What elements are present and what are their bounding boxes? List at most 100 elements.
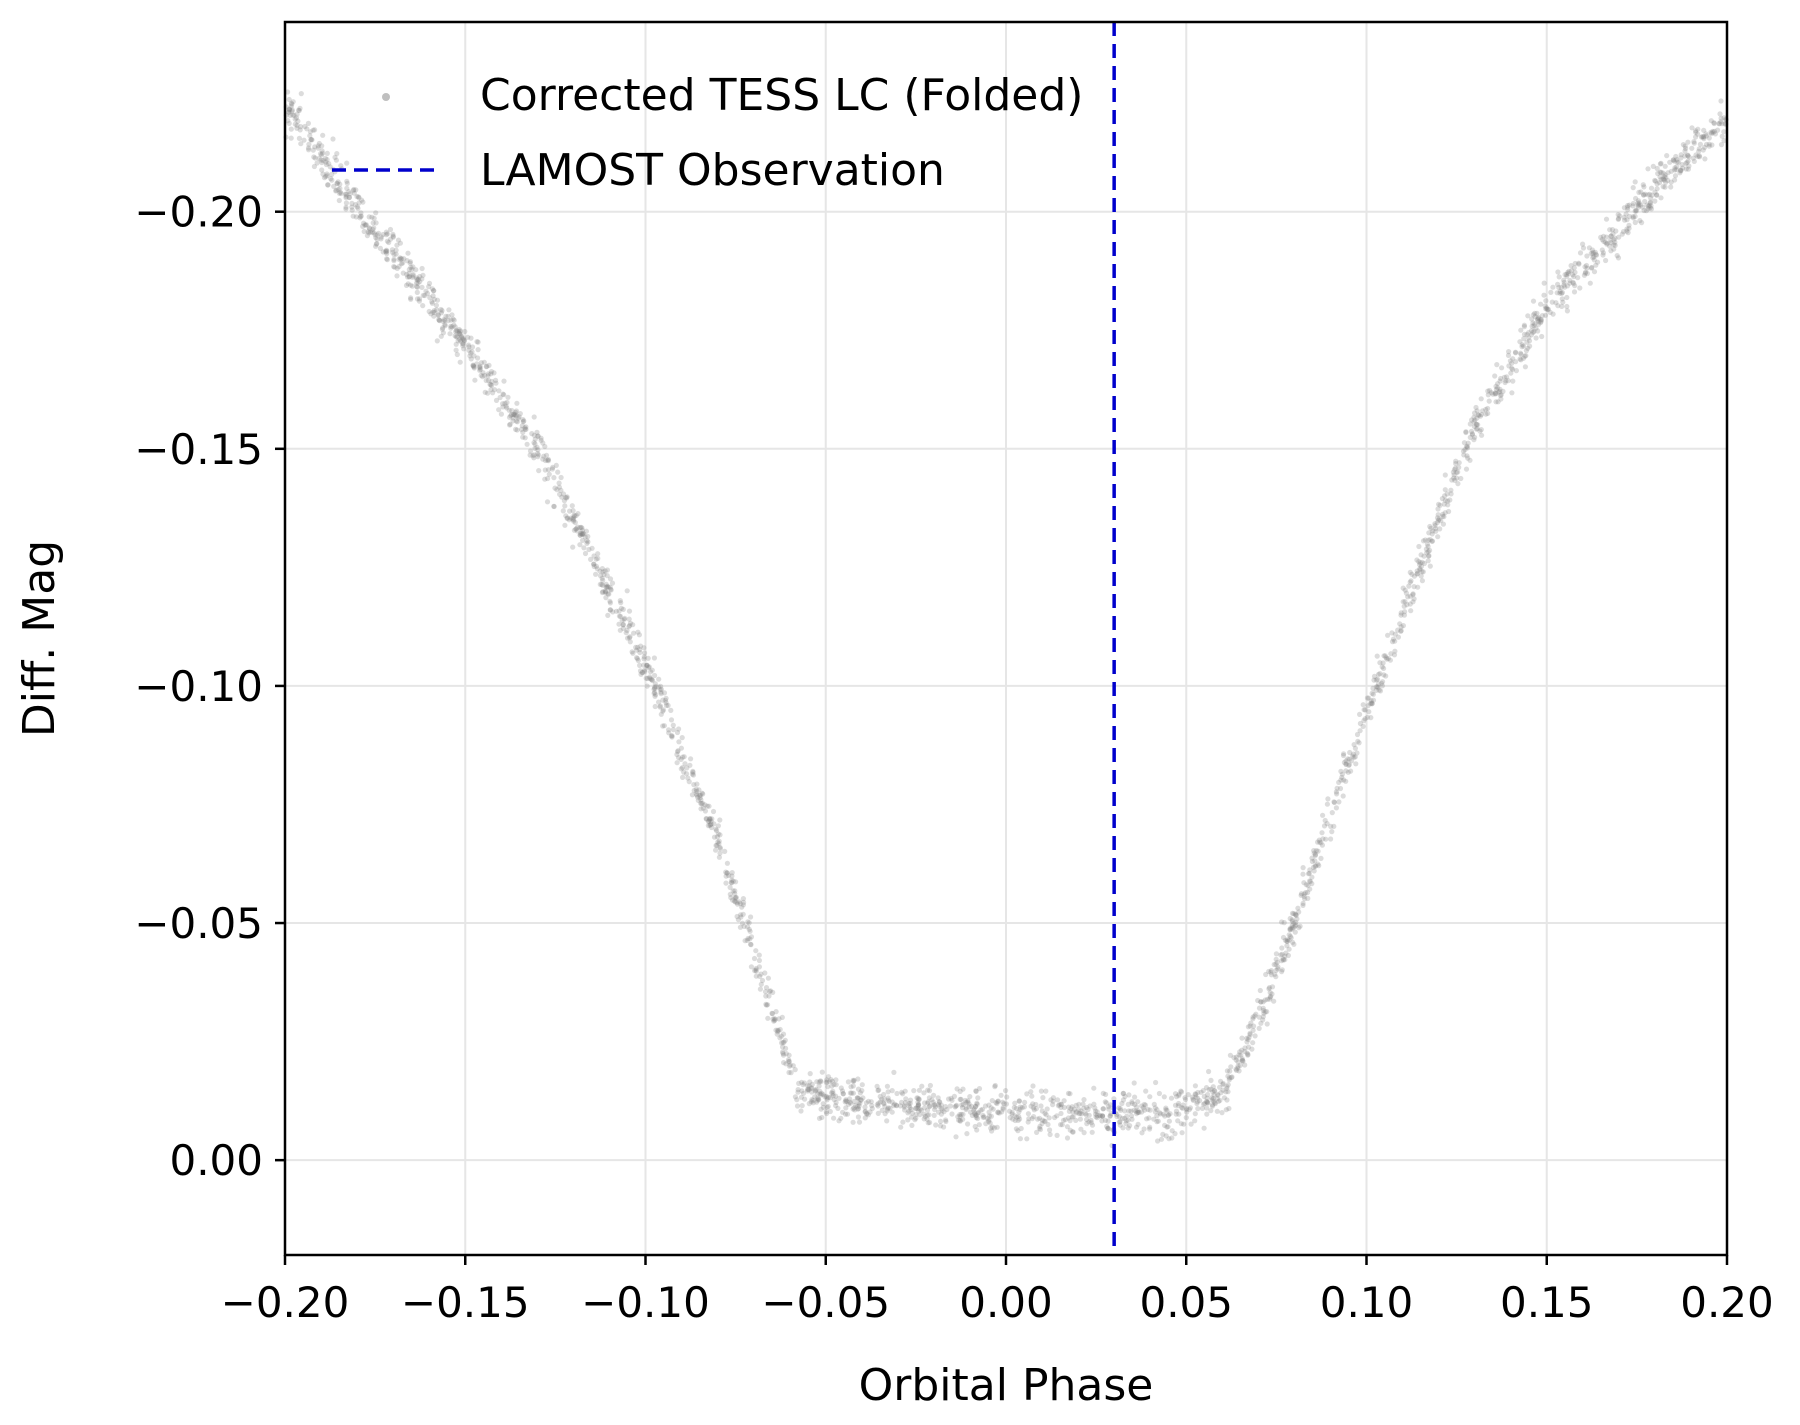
data-point — [462, 328, 468, 335]
data-point — [1309, 874, 1315, 880]
data-point — [1107, 1102, 1114, 1108]
data-point — [1475, 412, 1481, 418]
data-point — [937, 1123, 944, 1129]
data-point — [1343, 758, 1349, 764]
data-point — [344, 160, 350, 166]
data-point — [1505, 352, 1512, 358]
data-point — [1315, 839, 1321, 845]
data-point — [815, 1096, 822, 1102]
data-point — [697, 795, 703, 801]
data-point — [428, 311, 434, 317]
data-point — [851, 1077, 857, 1083]
data-point — [1432, 521, 1438, 527]
data-point — [1091, 1101, 1097, 1107]
data-point — [373, 220, 379, 226]
data-point — [1414, 557, 1420, 563]
data-point — [384, 238, 390, 244]
data-point — [913, 1115, 919, 1121]
data-point — [1402, 609, 1408, 615]
data-point — [973, 1112, 979, 1118]
data-point — [1336, 799, 1342, 805]
data-point — [1613, 228, 1619, 234]
data-point — [875, 1110, 881, 1116]
data-point — [1564, 283, 1571, 289]
data-point — [1557, 288, 1563, 295]
data-point — [466, 344, 472, 350]
data-point — [1211, 1088, 1217, 1094]
data-point — [1599, 237, 1605, 243]
data-point — [568, 515, 574, 521]
data-point — [964, 1131, 970, 1137]
data-point — [1204, 1099, 1210, 1105]
data-point — [311, 163, 317, 170]
data-point — [1291, 911, 1297, 917]
data-point — [823, 1109, 829, 1115]
data-point — [1593, 262, 1599, 268]
data-point — [914, 1095, 920, 1101]
data-point — [661, 690, 668, 696]
data-point — [1471, 414, 1477, 420]
data-point — [1212, 1101, 1218, 1107]
data-point — [1471, 437, 1477, 443]
data-point — [306, 147, 312, 153]
data-point — [994, 1100, 1000, 1107]
data-point — [546, 471, 552, 477]
data-point — [1636, 200, 1642, 206]
data-point — [1368, 698, 1374, 704]
data-point — [1067, 1118, 1073, 1124]
data-point — [1571, 265, 1577, 271]
data-point — [1680, 142, 1686, 148]
grid — [284, 22, 1728, 1255]
data-point — [1433, 528, 1439, 534]
data-point — [1583, 262, 1590, 269]
data-point — [577, 525, 583, 531]
data-point — [423, 288, 429, 294]
data-point — [1210, 1084, 1216, 1090]
data-point — [467, 353, 473, 359]
data-point — [693, 786, 699, 792]
data-point — [607, 584, 613, 590]
data-point — [1420, 538, 1427, 544]
data-point — [1045, 1121, 1051, 1128]
data-point — [711, 821, 717, 827]
data-point — [580, 537, 586, 544]
data-point — [1315, 848, 1321, 854]
data-point — [960, 1116, 966, 1122]
data-point — [1639, 204, 1646, 210]
data-point — [1607, 227, 1613, 233]
data-point — [1198, 1089, 1204, 1095]
data-point — [652, 681, 658, 687]
data-point — [1252, 1033, 1258, 1039]
data-point — [504, 399, 510, 406]
data-point — [1545, 306, 1551, 312]
data-point — [1673, 167, 1679, 173]
data-point — [729, 870, 735, 876]
data-point — [1287, 925, 1293, 931]
data-point — [941, 1109, 947, 1115]
data-point — [1432, 523, 1438, 529]
data-point — [1264, 1021, 1270, 1027]
data-point — [1531, 328, 1537, 334]
data-point — [1275, 964, 1281, 970]
data-point — [660, 723, 666, 729]
data-point — [816, 1097, 822, 1103]
data-point — [1235, 1059, 1241, 1065]
data-point — [1093, 1108, 1099, 1114]
data-point — [833, 1103, 839, 1109]
data-point — [986, 1102, 992, 1108]
data-point — [1529, 316, 1535, 322]
data-point — [456, 326, 462, 333]
data-point — [660, 708, 666, 714]
data-point — [986, 1109, 992, 1115]
data-point — [1069, 1129, 1076, 1135]
data-point — [1492, 390, 1498, 396]
data-point — [1506, 363, 1512, 369]
data-point — [1630, 185, 1636, 191]
data-point — [1184, 1109, 1190, 1115]
data-point — [1425, 549, 1431, 555]
data-point — [1691, 139, 1697, 145]
data-point — [319, 159, 325, 166]
data-point — [1305, 889, 1311, 896]
data-point — [1313, 848, 1319, 854]
data-point — [1718, 115, 1724, 121]
